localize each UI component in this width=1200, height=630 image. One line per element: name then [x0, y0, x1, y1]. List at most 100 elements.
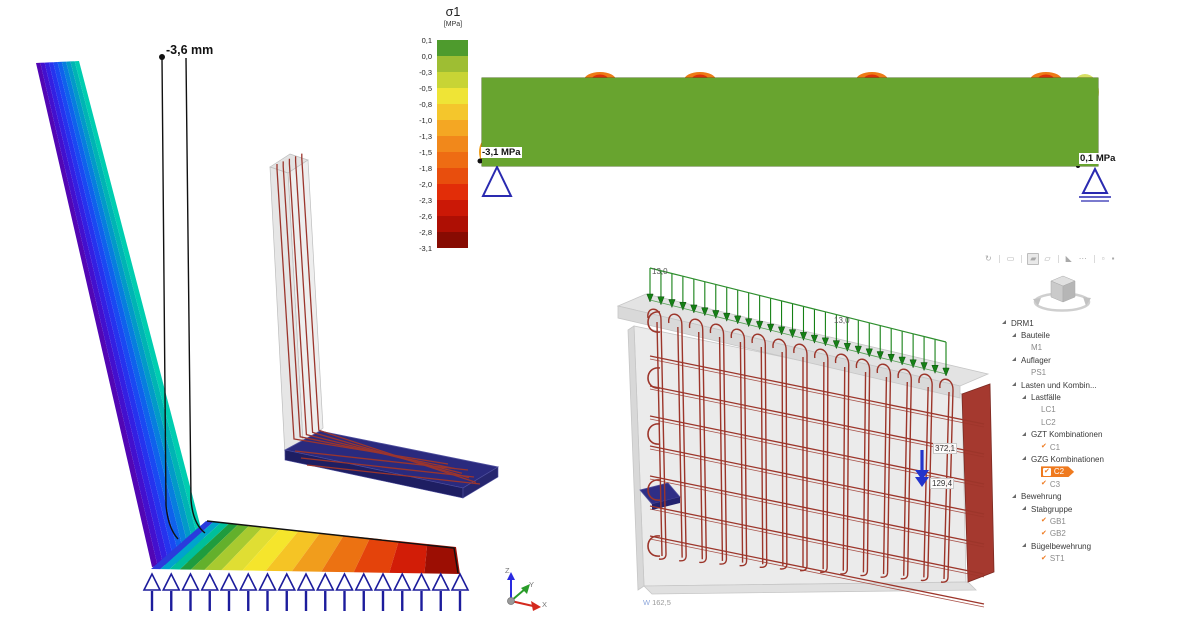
- settings-icon[interactable]: ▪: [1111, 254, 1115, 263]
- tree-item-label: GZT Kombinationen: [1031, 430, 1103, 440]
- tree-item-st1[interactable]: ✔ ST1: [1002, 552, 1198, 564]
- solid-display-icon[interactable]: ▰: [1027, 253, 1040, 265]
- wireframe-display-icon[interactable]: ▱: [1044, 254, 1051, 263]
- tree-item-ps1[interactable]: PS1: [1002, 367, 1198, 379]
- grid-snap-icon[interactable]: ▫: [1101, 254, 1105, 263]
- legend-title: σ1: [445, 5, 461, 19]
- tree-item-label: DRM1: [1011, 318, 1034, 328]
- tree-item-c1[interactable]: ✔ C1: [1002, 441, 1198, 453]
- tree-item-label: GB2: [1049, 529, 1066, 539]
- wall-contour-bands: [36, 61, 209, 568]
- reinforcement-model-view: [269, 153, 500, 499]
- expander-icon[interactable]: [1012, 382, 1016, 387]
- tree-item-label: GZG Kombinationen: [1031, 454, 1104, 464]
- beam-min-stress-label: -3,1 MPa: [481, 147, 522, 158]
- more-options-icon[interactable]: ⋯: [1078, 254, 1087, 263]
- support-pin-icon: [238, 572, 258, 591]
- separator: [1093, 255, 1095, 263]
- separator: [998, 255, 1000, 263]
- support-pin-icon: [373, 572, 393, 591]
- tree-item-label: C1: [1049, 442, 1061, 452]
- axis-x-label: X: [542, 600, 548, 609]
- support-pin-icon: [392, 572, 412, 591]
- roller-support-icon: [1079, 166, 1111, 202]
- end-hook-rebars: [647, 311, 661, 557]
- tree-item-c3[interactable]: ✔ C3: [1002, 478, 1198, 490]
- expander-icon[interactable]: [1022, 394, 1026, 399]
- horizontal-rebars: [649, 355, 985, 608]
- tree-item-m1[interactable]: M1: [1002, 342, 1198, 354]
- checkbox-checked-icon[interactable]: ✔: [1041, 517, 1047, 525]
- legend-color-bands: [437, 40, 468, 248]
- reaction-arrow: [915, 450, 929, 487]
- tree-item-gzg-kombinationen[interactable]: GZG Kombinationen: [1002, 453, 1198, 465]
- tree-item-auflager[interactable]: Auflager: [1002, 354, 1198, 366]
- tree-item-label: Bauteile: [1021, 331, 1050, 341]
- tree-item-lc2[interactable]: LC2: [1002, 416, 1198, 428]
- checkbox-checked-icon[interactable]: ✔: [1041, 554, 1047, 562]
- expander-icon[interactable]: [1022, 431, 1026, 436]
- legend-unit: [MPa]: [443, 21, 463, 28]
- tree-item-bewehrung[interactable]: Bewehrung: [1002, 490, 1198, 502]
- support-pin-icon: [277, 572, 297, 591]
- line-load-label-left: 13,0: [652, 267, 668, 276]
- tree-item-drm1[interactable]: DRM1: [1002, 317, 1198, 329]
- indent-spacer: [1032, 533, 1041, 534]
- legend-tick-label: -1,3: [419, 131, 432, 141]
- checkbox-checked-icon[interactable]: ✔: [1044, 467, 1050, 475]
- tree-item-gzt-kombinationen[interactable]: GZT Kombinationen: [1002, 429, 1198, 441]
- checkbox-checked-icon[interactable]: ✔: [1041, 443, 1047, 451]
- view-toolbar: ↻ ▭ ▰ ▱ ◣ ⋯ ▫ ▪: [983, 253, 1116, 265]
- rebars: [276, 153, 481, 485]
- expander-icon[interactable]: [1022, 506, 1026, 511]
- support-pin-icon: [412, 572, 431, 591]
- legend-tick-label: 0,1: [421, 35, 432, 45]
- tree-item-gb2[interactable]: ✔ GB2: [1002, 528, 1198, 540]
- expander-icon[interactable]: [1022, 543, 1026, 548]
- expander-icon[interactable]: [1012, 357, 1016, 362]
- support-pin-icon: [161, 572, 181, 591]
- tree-item-bauteile[interactable]: Bauteile: [1002, 329, 1198, 341]
- support-pin-icon: [335, 572, 354, 591]
- tree-item-bügelbewehrung[interactable]: Bügelbewehrung: [1002, 540, 1198, 552]
- tree-item-lastfälle[interactable]: Lastfälle: [1002, 391, 1198, 403]
- nav-cube[interactable]: [1033, 275, 1091, 312]
- expander-icon[interactable]: [1022, 456, 1026, 461]
- section-cut-icon[interactable]: ◣: [1065, 254, 1072, 263]
- orbit-view-icon[interactable]: ↻: [985, 254, 992, 263]
- expander-icon[interactable]: [1012, 493, 1016, 498]
- tree-item-label: LC2: [1041, 417, 1056, 427]
- expander-icon[interactable]: [1002, 320, 1006, 325]
- indent-spacer: [1032, 558, 1041, 559]
- indent-spacer: [1032, 521, 1041, 522]
- tree-item-lasten-und-kombin-[interactable]: Lasten und Kombin...: [1002, 379, 1198, 391]
- legend-tick-label: -0,5: [419, 83, 432, 93]
- checkbox-checked-icon[interactable]: ✔: [1041, 529, 1047, 537]
- tree-item-c2[interactable]: ✔ C2: [1002, 466, 1198, 478]
- support-pin-icon: [258, 572, 277, 591]
- indent-spacer: [1022, 372, 1031, 373]
- indent-spacer: [1032, 471, 1041, 472]
- tree-item-label: PS1: [1031, 368, 1047, 378]
- checkbox-checked-icon[interactable]: ✔: [1041, 480, 1047, 488]
- measure-icon[interactable]: ▭: [1006, 254, 1015, 263]
- line-load-label-right: 13,0: [834, 316, 850, 325]
- tree-item-gb1[interactable]: ✔ GB1: [1002, 515, 1198, 527]
- deformed-shape-view: [36, 54, 470, 611]
- axis-y-label: Y: [529, 580, 535, 589]
- support-pin-icon: [354, 572, 374, 591]
- support-pin-icon: [142, 572, 162, 591]
- separator: [1021, 255, 1023, 263]
- reaction-label-bottom: 129,4: [930, 478, 955, 489]
- indent-spacer: [1032, 447, 1041, 448]
- tree-item-label: GB1: [1049, 516, 1066, 526]
- legend-tick-label: -0,8: [419, 99, 432, 109]
- indent-spacer: [1032, 484, 1041, 485]
- tree-item-label: M1: [1031, 343, 1043, 353]
- expander-icon[interactable]: [1012, 332, 1016, 337]
- tree-item-lc1[interactable]: LC1: [1002, 404, 1198, 416]
- indent-spacer: [1022, 347, 1031, 348]
- support-pin-icon: [431, 572, 451, 591]
- tree-item-stabgruppe[interactable]: Stabgruppe: [1002, 503, 1198, 515]
